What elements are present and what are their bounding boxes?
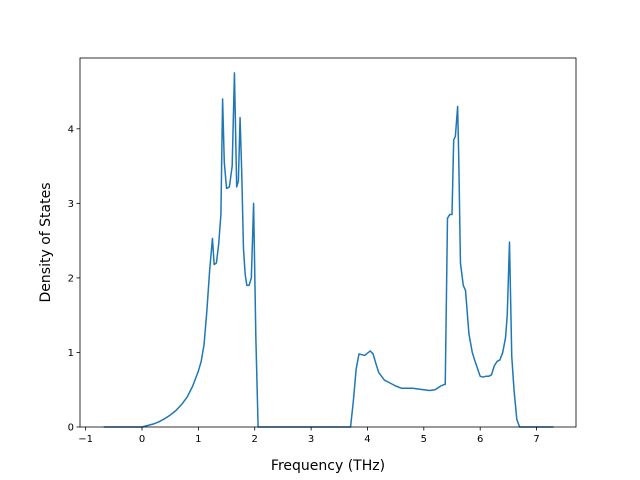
- ticks: −1 0 1 2 3 4 5 6 7 0 1 2 3 4: [68, 124, 540, 445]
- x-tick-label: 4: [364, 434, 370, 445]
- y-tick-label: 4: [68, 124, 74, 135]
- x-tick-label: 1: [195, 434, 201, 445]
- plot-area: [103, 72, 554, 428]
- x-tick-label: 5: [421, 434, 427, 445]
- x-tick-label: −1: [78, 434, 93, 445]
- x-tick-label: 2: [252, 434, 258, 445]
- axes-frame: [79, 57, 577, 428]
- y-tick-label: 2: [68, 273, 74, 284]
- x-tick-label: 0: [139, 434, 145, 445]
- y-tick-label: 3: [68, 199, 74, 210]
- y-tick-label: 1: [68, 348, 74, 359]
- x-axis-label: Frequency (THz): [271, 458, 385, 474]
- x-tick-label: 3: [308, 434, 314, 445]
- dos-series-line: [103, 72, 554, 428]
- x-tick-label: 7: [533, 434, 539, 445]
- y-tick-label: 0: [68, 423, 74, 434]
- x-tick-label: 6: [477, 434, 483, 445]
- y-axis-label: Density of States: [38, 183, 54, 303]
